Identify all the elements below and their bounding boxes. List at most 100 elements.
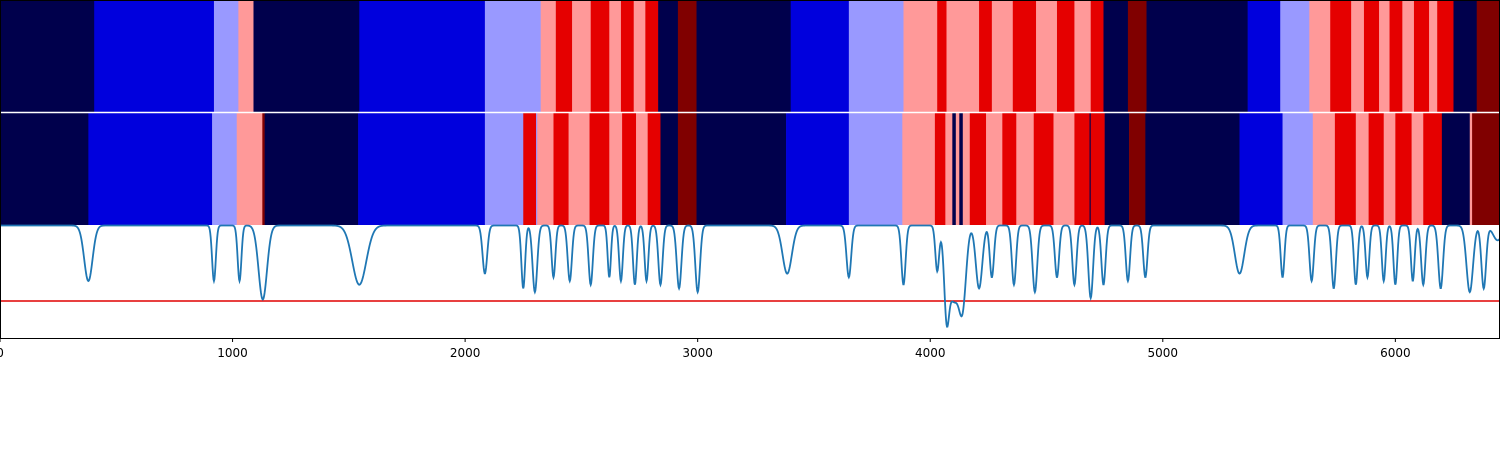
heatmap-cell — [553, 113, 569, 225]
heatmap-cell — [1437, 0, 1454, 112]
heatmap-cell — [1351, 0, 1365, 112]
heatmap-cell — [1309, 0, 1331, 112]
heatmap-cell — [903, 0, 938, 112]
heatmap-cell — [212, 113, 238, 225]
heatmap-cell — [1402, 0, 1415, 112]
heatmap-cell — [238, 0, 254, 112]
heatmap-cell — [358, 113, 486, 225]
heatmap-cell — [658, 0, 679, 112]
heatmap-cell — [1239, 113, 1283, 225]
heatmap-cell — [568, 113, 590, 225]
heatmap-cell — [1379, 0, 1390, 112]
heatmap-cell — [1282, 113, 1314, 225]
heatmap-cell — [1453, 0, 1478, 112]
x-tick-label: 5000 — [1148, 346, 1179, 360]
heatmap-cell — [1280, 0, 1310, 112]
heatmap-cell — [0, 0, 95, 112]
heatmap-cell — [1368, 113, 1385, 225]
heatmap-cell — [979, 0, 993, 112]
heatmap-cell — [555, 0, 573, 112]
heatmap-cell — [1089, 113, 1091, 225]
heatmap-cell — [359, 0, 486, 112]
heatmap-cell — [1476, 0, 1500, 112]
x-tick-label: 1000 — [217, 346, 248, 360]
heatmap-cell — [902, 113, 936, 225]
heatmap-cell — [484, 0, 541, 112]
heatmap-cell — [1429, 0, 1438, 112]
line-plot-panel — [0, 224, 1500, 328]
heatmap-cell — [484, 113, 524, 225]
heatmap-cell — [969, 113, 987, 225]
heatmap-cell — [1363, 0, 1380, 112]
heatmap-cell — [1074, 0, 1091, 112]
heatmap-cell — [955, 113, 960, 225]
heatmap-cell — [677, 113, 697, 225]
x-axis: 0 1000 2000 3000 4000 5000 6000 — [0, 338, 1411, 360]
heatmap-cell — [1090, 113, 1105, 225]
heatmap-cell — [1002, 113, 1017, 225]
heatmap-cell — [1016, 113, 1035, 225]
heatmap-cell — [253, 0, 360, 112]
heatmap-cell — [1129, 113, 1146, 225]
heatmap-cell — [790, 0, 850, 112]
x-tick-label: 0 — [0, 346, 4, 360]
heatmap-cell — [1413, 0, 1430, 112]
heatmap-cell — [1395, 113, 1412, 225]
heatmap-cell — [1145, 113, 1240, 225]
heatmap-cell — [609, 0, 622, 112]
x-tick-label: 2000 — [450, 346, 481, 360]
x-tick-label: 6000 — [1380, 346, 1411, 360]
heatmap-cell — [539, 113, 554, 225]
heatmap-cell — [1441, 113, 1471, 225]
heatmap-cell — [1247, 0, 1281, 112]
heatmap-cell — [264, 113, 359, 225]
heatmap-cell — [677, 0, 697, 112]
heatmap-cell — [609, 113, 623, 225]
heatmap-cell — [88, 113, 213, 225]
heatmap-cell — [620, 0, 635, 112]
heatmap-cell — [590, 0, 610, 112]
heatmap-cell — [848, 113, 903, 225]
heatmap-track-1 — [0, 0, 1500, 112]
heatmap-cell — [213, 0, 239, 112]
heatmap-cell — [1411, 113, 1424, 225]
heatmap-cell — [991, 0, 1014, 112]
heatmap-cell — [1469, 113, 1473, 225]
heatmap-cell — [986, 113, 1003, 225]
heatmap-cell — [1090, 0, 1104, 112]
heatmap-cell — [1103, 0, 1129, 112]
heatmap-cell — [589, 113, 610, 225]
heatmap-cell — [1312, 113, 1336, 225]
heatmap-track-2 — [0, 113, 1500, 225]
heatmap-cell — [1423, 113, 1443, 225]
heatmap-cell — [1056, 0, 1075, 112]
heatmap-cell — [934, 113, 946, 225]
heatmap-cell — [1104, 113, 1130, 225]
heatmap-cell — [1146, 0, 1248, 112]
heatmap-cell — [523, 113, 537, 225]
heatmap-cell — [0, 113, 89, 225]
heatmap-cell — [962, 113, 971, 225]
heatmap-cell — [236, 113, 263, 225]
heatmap-cell — [952, 113, 957, 225]
heatmap-cell — [696, 113, 787, 225]
heatmap-cell — [1383, 113, 1396, 225]
heatmap-cell — [1127, 0, 1147, 112]
heatmap-cell — [572, 0, 591, 112]
signal-line — [0, 224, 1500, 328]
heatmap-cell — [937, 0, 947, 112]
heatmap-cell — [94, 0, 215, 112]
heatmap-cell — [1074, 113, 1090, 225]
heatmap-cell — [848, 0, 904, 112]
heatmap-cell — [696, 0, 791, 112]
heatmap-cell — [537, 113, 540, 225]
heatmap-cell — [660, 113, 679, 225]
heatmap-cell — [622, 113, 637, 225]
heatmap-cell — [1036, 0, 1058, 112]
heatmap-cell — [1053, 113, 1075, 225]
heatmap-cell — [946, 0, 980, 112]
heatmap-cell — [786, 113, 850, 225]
heatmap-cell — [1330, 0, 1352, 112]
heatmap-cell — [536, 113, 538, 225]
